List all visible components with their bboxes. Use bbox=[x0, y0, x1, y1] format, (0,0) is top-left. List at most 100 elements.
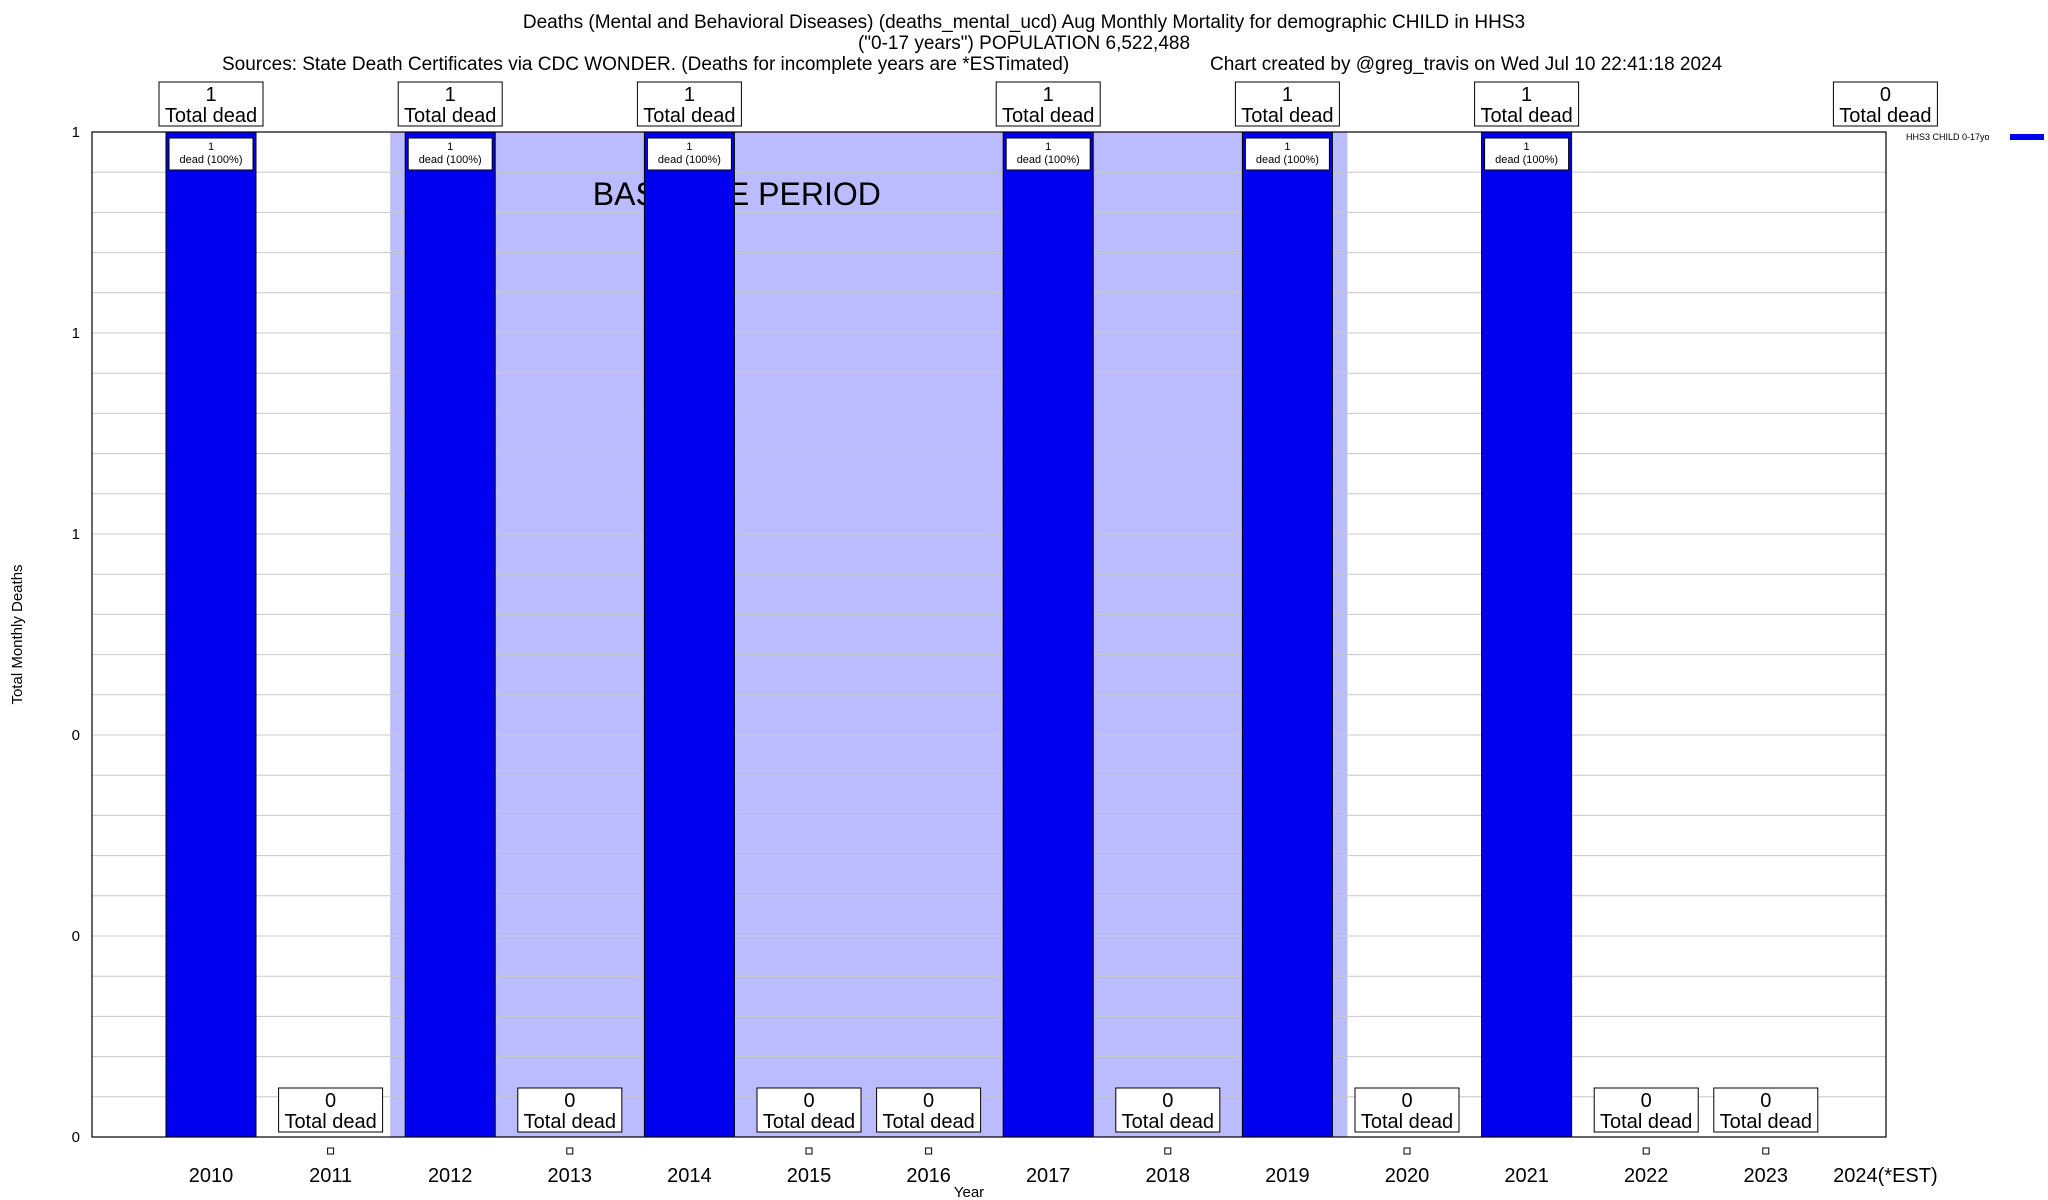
total-label-value: 0 bbox=[923, 1090, 934, 1112]
baseline-period-label: BASELINE PERIOD bbox=[593, 176, 881, 212]
zero-marker bbox=[1762, 1147, 1770, 1155]
total-label-value: 0 bbox=[1760, 1090, 1771, 1112]
total-label-value: 1 bbox=[1043, 84, 1054, 106]
total-label-box bbox=[278, 1087, 384, 1133]
zero-marker bbox=[566, 1147, 574, 1155]
total-label-value: 0 bbox=[564, 1090, 575, 1112]
bar-2021 bbox=[1481, 131, 1573, 1138]
total-label-text: Total dead bbox=[284, 1111, 376, 1133]
bar-2017 bbox=[1002, 131, 1094, 1138]
x-tick-label: 2021 bbox=[1504, 1165, 1549, 1187]
bar-label-value: 1 bbox=[447, 141, 453, 153]
bar-label-box bbox=[168, 137, 254, 171]
x-tick-label: 2014 bbox=[667, 1165, 712, 1187]
total-label-box bbox=[1234, 81, 1340, 127]
chart-credit: Chart created by @greg_travis on Wed Jul… bbox=[1210, 54, 1723, 75]
chart-subtitle: ("0-17 years") POPULATION 6,522,488 bbox=[857, 33, 1191, 54]
bar-label-box bbox=[646, 137, 732, 171]
total-label-value: 0 bbox=[1162, 1090, 1173, 1112]
bar-label-text: dead (100%) bbox=[180, 154, 243, 166]
total-label-value: 0 bbox=[803, 1090, 814, 1112]
bar-label-text: dead (100%) bbox=[1017, 154, 1080, 166]
bar-label-box bbox=[407, 137, 493, 171]
total-label-box bbox=[1832, 81, 1938, 127]
total-label-box bbox=[397, 81, 503, 127]
total-label-text: Total dead bbox=[643, 105, 735, 127]
bar-label-box bbox=[1244, 137, 1330, 171]
bar-2010 bbox=[165, 131, 257, 1138]
chart-sources: Sources: State Death Certificates via CD… bbox=[222, 54, 1070, 75]
total-label-text: Total dead bbox=[1720, 1111, 1812, 1133]
total-label-box bbox=[876, 1087, 982, 1133]
total-label-text: Total dead bbox=[1122, 1111, 1214, 1133]
bar-2014 bbox=[643, 131, 735, 1138]
total-label-text: Total dead bbox=[1241, 105, 1333, 127]
total-label-value: 0 bbox=[325, 1090, 336, 1112]
y-tick-label: 0 bbox=[72, 727, 80, 744]
total-label-text: Total dead bbox=[1480, 105, 1572, 127]
legend-swatch bbox=[2010, 134, 2044, 140]
total-label-box bbox=[1713, 1087, 1819, 1133]
bar-2012 bbox=[404, 131, 496, 1138]
x-tick-label: 2013 bbox=[548, 1165, 593, 1187]
bar-label-value: 1 bbox=[208, 141, 214, 153]
zero-marker bbox=[327, 1147, 335, 1155]
total-label-value: 1 bbox=[1521, 84, 1532, 106]
total-label-value: 1 bbox=[684, 84, 695, 106]
total-label-text: Total dead bbox=[763, 1111, 855, 1133]
x-tick-label: 2015 bbox=[787, 1165, 832, 1187]
total-label-box bbox=[1474, 81, 1580, 127]
zero-marker bbox=[805, 1147, 813, 1155]
x-tick-label: 2023 bbox=[1744, 1165, 1789, 1187]
bar-label-text: dead (100%) bbox=[658, 154, 721, 166]
bar-label-value: 1 bbox=[686, 141, 692, 153]
x-tick-label: 2010 bbox=[189, 1165, 234, 1187]
x-tick-label: 2018 bbox=[1146, 1165, 1191, 1187]
total-label-text: Total dead bbox=[1600, 1111, 1692, 1133]
total-label-box bbox=[158, 81, 264, 127]
baseline-period-band bbox=[390, 132, 1348, 1137]
y-axis-title: Total Monthly Deaths bbox=[9, 564, 26, 704]
total-label-text: Total dead bbox=[1002, 105, 1094, 127]
bar-label-text: dead (100%) bbox=[1256, 154, 1319, 166]
total-label-value: 1 bbox=[445, 84, 456, 106]
total-label-box bbox=[517, 1087, 623, 1133]
chart-title: Deaths (Mental and Behavioral Diseases) … bbox=[522, 12, 1526, 33]
total-label-value: 1 bbox=[1282, 84, 1293, 106]
x-tick-label: 2020 bbox=[1385, 1165, 1430, 1187]
x-axis-title: Year bbox=[954, 1184, 984, 1200]
y-tick-label: 1 bbox=[72, 124, 80, 141]
total-label-value: 1 bbox=[205, 84, 216, 106]
zero-marker bbox=[925, 1147, 933, 1155]
total-label-box bbox=[756, 1087, 862, 1133]
total-label-box bbox=[1115, 1087, 1221, 1133]
total-label-text: Total dead bbox=[1361, 1111, 1453, 1133]
x-tick-label: 2017 bbox=[1026, 1165, 1071, 1187]
y-tick-label: 1 bbox=[72, 526, 80, 543]
y-tick-label: 1 bbox=[72, 325, 80, 342]
total-label-text: Total dead bbox=[524, 1111, 616, 1133]
bar-label-value: 1 bbox=[1524, 141, 1530, 153]
total-label-text: Total dead bbox=[165, 105, 257, 127]
x-tick-label: 2022 bbox=[1624, 1165, 1669, 1187]
zero-marker bbox=[1642, 1147, 1650, 1155]
total-label-text: Total dead bbox=[1839, 105, 1931, 127]
total-label-box bbox=[636, 81, 742, 127]
x-tick-label: 2012 bbox=[428, 1165, 473, 1187]
total-label-value: 0 bbox=[1641, 1090, 1652, 1112]
x-tick-label: 2011 bbox=[309, 1165, 352, 1187]
bar-2019 bbox=[1241, 131, 1333, 1138]
bar-label-box bbox=[1005, 137, 1091, 171]
zero-marker bbox=[1164, 1147, 1172, 1155]
bar-label-box bbox=[1484, 137, 1570, 171]
legend-label: HHS3 CHILD 0-17yo bbox=[1906, 132, 1990, 142]
x-tick-label: 2016 bbox=[906, 1165, 951, 1187]
x-tick-label: 2019 bbox=[1265, 1165, 1310, 1187]
total-label-text: Total dead bbox=[404, 105, 496, 127]
plot-frame bbox=[91, 131, 1887, 1138]
total-label-box bbox=[1354, 1087, 1460, 1133]
total-label-box bbox=[1593, 1087, 1699, 1133]
bar-label-value: 1 bbox=[1284, 141, 1290, 153]
total-label-box bbox=[995, 81, 1101, 127]
